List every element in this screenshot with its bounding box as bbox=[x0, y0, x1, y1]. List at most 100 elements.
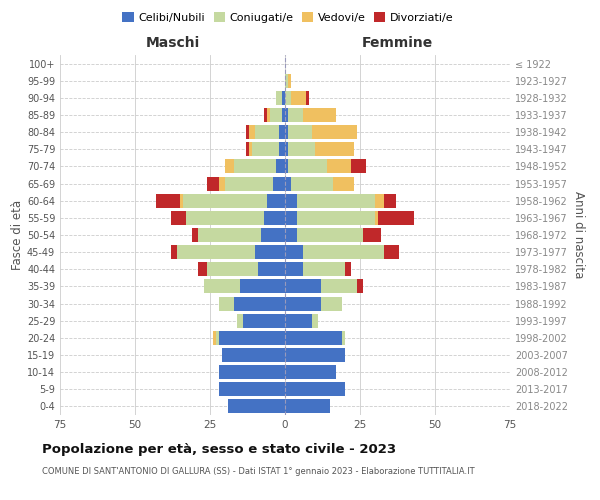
Bar bbox=[285, 331, 342, 345]
Bar bbox=[345, 262, 351, 276]
Bar bbox=[228, 400, 285, 413]
Text: Femmine: Femmine bbox=[362, 36, 433, 50]
Bar bbox=[267, 194, 285, 207]
Bar bbox=[285, 400, 330, 413]
Bar bbox=[288, 125, 312, 139]
Text: COMUNE DI SANT'ANTONIO DI GALLURA (SS) - Dati ISTAT 1° gennaio 2023 - Elaborazio: COMUNE DI SANT'ANTONIO DI GALLURA (SS) -… bbox=[42, 468, 475, 476]
Bar bbox=[225, 160, 234, 173]
Y-axis label: Anni di nascita: Anni di nascita bbox=[572, 192, 584, 278]
Bar bbox=[285, 348, 345, 362]
Bar bbox=[288, 142, 315, 156]
Bar bbox=[288, 160, 327, 173]
Bar bbox=[270, 108, 282, 122]
Bar bbox=[285, 314, 312, 328]
Bar bbox=[171, 245, 177, 259]
Bar bbox=[207, 262, 258, 276]
Legend: Celibi/Nubili, Coniugati/e, Vedovi/e, Divorziati/e: Celibi/Nubili, Coniugati/e, Vedovi/e, Di… bbox=[118, 8, 458, 28]
Bar bbox=[384, 194, 396, 207]
Bar bbox=[177, 245, 255, 259]
Bar bbox=[219, 296, 234, 310]
Bar bbox=[312, 314, 318, 328]
Bar bbox=[219, 365, 285, 379]
Bar bbox=[285, 280, 321, 293]
Bar bbox=[279, 125, 285, 139]
Bar bbox=[285, 194, 297, 207]
Bar bbox=[219, 382, 285, 396]
Bar bbox=[351, 160, 366, 173]
Bar bbox=[297, 228, 363, 242]
Bar bbox=[285, 245, 303, 259]
Bar bbox=[285, 382, 345, 396]
Bar bbox=[180, 194, 183, 207]
Bar bbox=[222, 348, 285, 362]
Bar bbox=[279, 142, 285, 156]
Bar bbox=[291, 91, 306, 105]
Bar bbox=[225, 176, 273, 190]
Bar bbox=[285, 365, 336, 379]
Bar bbox=[285, 108, 288, 122]
Bar bbox=[291, 176, 333, 190]
Bar bbox=[198, 262, 207, 276]
Bar bbox=[285, 296, 321, 310]
Bar bbox=[207, 176, 219, 190]
Bar bbox=[237, 314, 243, 328]
Bar bbox=[357, 280, 363, 293]
Bar bbox=[246, 125, 249, 139]
Bar bbox=[252, 142, 279, 156]
Bar bbox=[276, 91, 282, 105]
Bar bbox=[267, 108, 270, 122]
Bar bbox=[297, 194, 375, 207]
Bar bbox=[240, 280, 285, 293]
Bar bbox=[171, 211, 186, 225]
Bar bbox=[315, 142, 354, 156]
Bar bbox=[363, 228, 381, 242]
Bar bbox=[303, 108, 336, 122]
Bar bbox=[186, 211, 264, 225]
Bar bbox=[285, 125, 288, 139]
Bar bbox=[312, 125, 357, 139]
Bar bbox=[321, 296, 342, 310]
Bar bbox=[285, 228, 297, 242]
Bar bbox=[261, 228, 285, 242]
Bar bbox=[273, 176, 285, 190]
Bar bbox=[255, 245, 285, 259]
Bar bbox=[264, 108, 267, 122]
Bar bbox=[198, 228, 261, 242]
Bar bbox=[282, 108, 285, 122]
Bar bbox=[333, 176, 354, 190]
Bar bbox=[285, 160, 288, 173]
Bar bbox=[303, 245, 384, 259]
Bar bbox=[243, 314, 285, 328]
Bar bbox=[306, 91, 309, 105]
Bar bbox=[375, 211, 378, 225]
Bar bbox=[255, 125, 279, 139]
Bar bbox=[234, 296, 285, 310]
Bar bbox=[282, 91, 285, 105]
Bar bbox=[288, 74, 291, 88]
Bar bbox=[303, 262, 345, 276]
Bar bbox=[264, 211, 285, 225]
Bar bbox=[288, 108, 303, 122]
Bar bbox=[234, 160, 276, 173]
Bar bbox=[285, 142, 288, 156]
Bar bbox=[246, 142, 249, 156]
Bar bbox=[183, 194, 267, 207]
Bar bbox=[327, 160, 351, 173]
Bar bbox=[285, 211, 297, 225]
Bar bbox=[219, 331, 285, 345]
Bar bbox=[213, 331, 216, 345]
Bar bbox=[375, 194, 384, 207]
Bar bbox=[378, 211, 414, 225]
Bar bbox=[285, 262, 303, 276]
Bar bbox=[156, 194, 180, 207]
Bar bbox=[192, 228, 198, 242]
Text: Popolazione per età, sesso e stato civile - 2023: Popolazione per età, sesso e stato civil… bbox=[42, 442, 396, 456]
Bar bbox=[204, 280, 240, 293]
Bar bbox=[285, 176, 291, 190]
Bar bbox=[285, 91, 291, 105]
Bar bbox=[258, 262, 285, 276]
Bar bbox=[384, 245, 399, 259]
Bar bbox=[297, 211, 375, 225]
Bar bbox=[219, 176, 225, 190]
Bar bbox=[249, 142, 252, 156]
